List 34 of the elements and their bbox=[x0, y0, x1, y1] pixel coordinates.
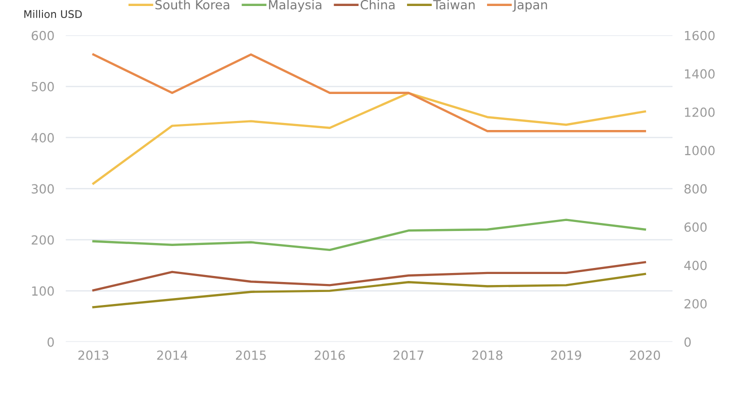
legend-label: Japan bbox=[512, 0, 547, 12]
y2-tick-label: 1600 bbox=[685, 30, 715, 40]
x-tick-label: 2016 bbox=[314, 350, 345, 360]
x-tick-label: 2020 bbox=[630, 350, 660, 360]
line-series bbox=[92, 92, 646, 185]
x-tick-label: 2019 bbox=[551, 350, 582, 360]
y-tick-label: 500 bbox=[32, 82, 54, 92]
y2-tick-label: 1000 bbox=[685, 146, 715, 156]
line-series bbox=[92, 272, 646, 308]
y2-tick-label: 200 bbox=[684, 299, 707, 309]
y2-tick-label: 800 bbox=[684, 184, 707, 194]
x-tick-label: 2017 bbox=[394, 350, 424, 360]
y2-tick-label: 400 bbox=[684, 260, 707, 270]
y-axis-title: Million USD bbox=[24, 10, 82, 18]
y-tick-label: 400 bbox=[31, 133, 54, 142]
y-tick-label: 300 bbox=[32, 184, 54, 194]
y-tick-label: 200 bbox=[32, 235, 54, 245]
legend-label: Taiwan bbox=[433, 0, 475, 10]
y2-tick-label: 1200 bbox=[685, 107, 715, 117]
x-tick-label: 2015 bbox=[236, 350, 266, 360]
y2-tick-label: 0 bbox=[684, 337, 691, 347]
x-tick-label: 2018 bbox=[472, 350, 502, 360]
line-series bbox=[92, 218, 646, 252]
legend-label: South Korea bbox=[155, 0, 230, 10]
legend-label: Malaysia bbox=[269, 0, 322, 12]
y-tick-label: 100 bbox=[32, 286, 54, 296]
line-series bbox=[92, 261, 646, 292]
legend-label: China bbox=[360, 0, 395, 10]
y-tick-label: 600 bbox=[32, 30, 54, 40]
y-tick-label: 0 bbox=[48, 337, 54, 347]
x-tick-label: 2013 bbox=[78, 350, 108, 360]
y2-tick-label: 1400 bbox=[685, 69, 715, 79]
y2-tick-label: 600 bbox=[684, 222, 707, 232]
x-tick-label: 2014 bbox=[157, 350, 188, 360]
